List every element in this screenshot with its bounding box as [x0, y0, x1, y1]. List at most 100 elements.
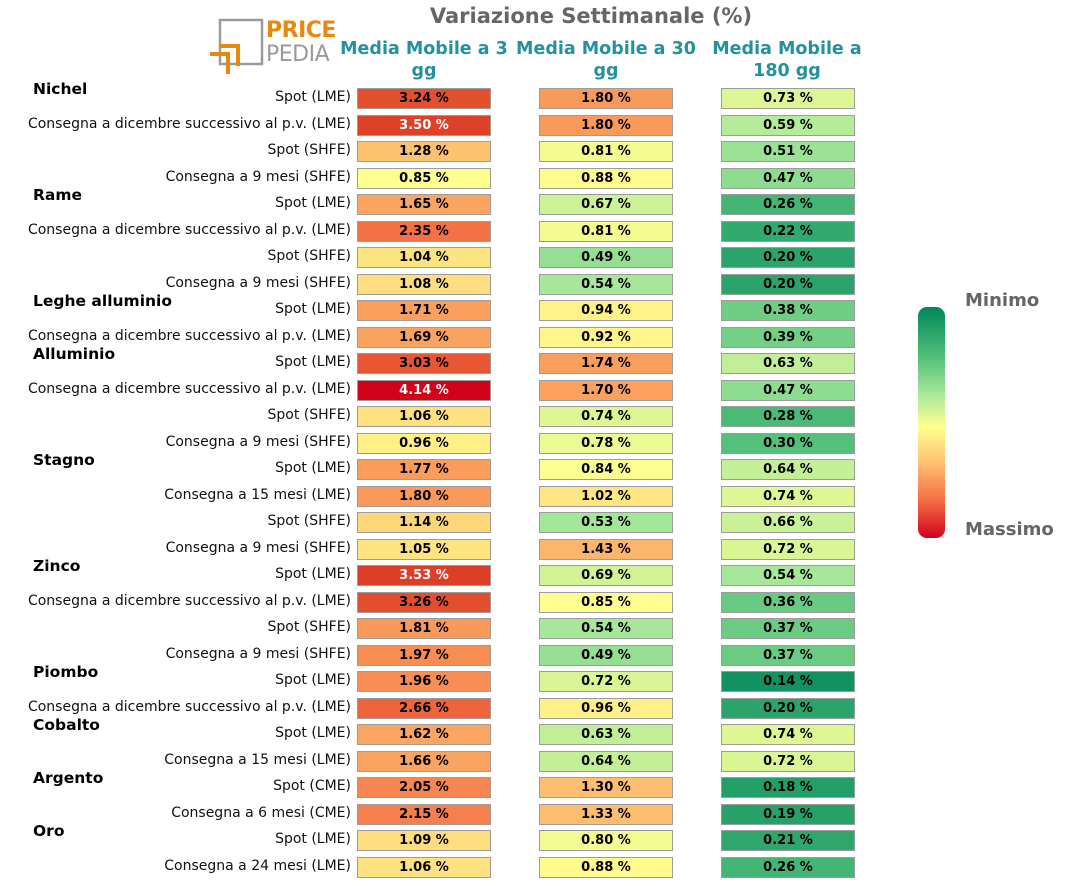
heatmap-cell: 2.15 %: [357, 803, 491, 825]
heatmap-cell: 0.74 %: [721, 724, 855, 745]
heatmap-cell: 4.14 %: [357, 379, 491, 401]
heatmap-cell: 0.21 %: [721, 830, 855, 851]
heatmap-cell: 1.74 %: [539, 353, 673, 374]
heatmap-cell: 0.72 %: [721, 750, 855, 772]
heatmap-cell: 0.73 %: [721, 88, 855, 109]
group-label: Zinco: [33, 557, 81, 575]
column-header-180gg: Media Mobile a 180 gg: [712, 39, 862, 81]
heatmap-cell: 1.09 %: [357, 830, 491, 851]
heatmap-cell: 0.74 %: [539, 406, 673, 427]
group-label: Leghe alluminio: [33, 292, 173, 310]
row-label: Consegna a dicembre successivo al p.v. (…: [27, 380, 351, 397]
heatmap-cell: 0.26 %: [721, 856, 855, 878]
heatmap-cell: 1.77 %: [357, 459, 491, 480]
heatmap-cell: 1.06 %: [357, 406, 491, 427]
row-label: Consegna a 6 mesi (CME): [171, 804, 351, 821]
heatmap-cell: 0.64 %: [539, 750, 673, 772]
heatmap-cell: 0.64 %: [721, 459, 855, 480]
row-label: Consegna a 9 mesi (SHFE): [165, 539, 351, 556]
heatmap-cell: 1.96 %: [357, 671, 491, 692]
heatmap-cell: 1.08 %: [357, 273, 491, 295]
heatmap-cell: 0.14 %: [721, 671, 855, 692]
heatmap-cell: 0.85 %: [539, 591, 673, 613]
heatmap-cell: 0.19 %: [721, 803, 855, 825]
heatmap-cell: 1.65 %: [357, 194, 491, 215]
row-label: Spot (LME): [275, 725, 351, 741]
row-label: Spot (LME): [275, 460, 351, 476]
heatmap-cell: 0.74 %: [721, 485, 855, 507]
heatmap-cell: 0.49 %: [539, 247, 673, 268]
heatmap-cell: 1.80 %: [539, 88, 673, 109]
heatmap-cell: 1.43 %: [539, 538, 673, 560]
row-label: Spot (SHFE): [267, 142, 351, 158]
heatmap-cell: 1.30 %: [539, 777, 673, 798]
heatmap-cell: 0.36 %: [721, 591, 855, 613]
logo-text-pedia: PEDIA: [266, 42, 330, 67]
heatmap-cell: 1.04 %: [357, 247, 491, 268]
group-label: Rame: [33, 186, 83, 204]
row-label: Consegna a dicembre successivo al p.v. (…: [27, 698, 351, 715]
heatmap-cell: 3.03 %: [357, 353, 491, 374]
heatmap-cell: 2.35 %: [357, 220, 491, 242]
row-label: Spot (LME): [275, 195, 351, 211]
row-label: Spot (LME): [275, 566, 351, 582]
heatmap-cell: 3.50 %: [357, 114, 491, 136]
heatmap-cell: 3.26 %: [357, 591, 491, 613]
heatmap-cell: 0.72 %: [721, 538, 855, 560]
heatmap-cell: 0.30 %: [721, 432, 855, 454]
row-label: Consegna a dicembre successivo al p.v. (…: [27, 327, 351, 344]
group-label: Argento: [33, 769, 104, 787]
heatmap-cell: 0.49 %: [539, 644, 673, 666]
heatmap-cell: 1.69 %: [357, 326, 491, 348]
heatmap-cell: 0.85 %: [357, 167, 491, 189]
column-header-3gg: Media Mobile a 3 gg: [340, 39, 508, 81]
row-label: Spot (LME): [275, 354, 351, 370]
heatmap-cell: 0.28 %: [721, 406, 855, 427]
row-label: Spot (LME): [275, 301, 351, 317]
heatmap-cell: 3.24 %: [357, 88, 491, 109]
row-label: Consegna a 24 mesi (LME): [164, 857, 351, 874]
row-label: Spot (SHFE): [267, 407, 351, 423]
heatmap-cell: 0.84 %: [539, 459, 673, 480]
row-label: Consegna a 9 mesi (SHFE): [165, 168, 351, 185]
heatmap-cell: 0.66 %: [721, 512, 855, 533]
heatmap-cell: 0.78 %: [539, 432, 673, 454]
heatmap-cell: 0.92 %: [539, 326, 673, 348]
row-label: Spot (LME): [275, 672, 351, 688]
heatmap-cell: 3.53 %: [357, 565, 491, 586]
heatmap-cell: 0.47 %: [721, 167, 855, 189]
heatmap-cell: 0.37 %: [721, 618, 855, 639]
row-label: Spot (SHFE): [267, 248, 351, 264]
group-label: Piombo: [33, 663, 99, 681]
heatmap-cell: 0.67 %: [539, 194, 673, 215]
heatmap-cell: 1.71 %: [357, 300, 491, 321]
heatmap-cell: 1.62 %: [357, 724, 491, 745]
heatmap-cell: 0.88 %: [539, 856, 673, 878]
row-label: Consegna a 9 mesi (SHFE): [165, 274, 351, 291]
heatmap-cell: 0.18 %: [721, 777, 855, 798]
logo-text-price: PRICE: [266, 18, 336, 43]
row-label: Consegna a dicembre successivo al p.v. (…: [27, 221, 351, 238]
row-label: Spot (CME): [273, 778, 351, 794]
heatmap-cell: 0.96 %: [539, 697, 673, 719]
heatmap-cell: 1.02 %: [539, 485, 673, 507]
heatmap-cell: 1.66 %: [357, 750, 491, 772]
row-label: Consegna a 15 mesi (LME): [164, 486, 351, 503]
group-label: Nichel: [33, 80, 88, 98]
heatmap-cell: 0.47 %: [721, 379, 855, 401]
group-label: Cobalto: [33, 716, 100, 734]
heatmap-cell: 0.88 %: [539, 167, 673, 189]
row-label: Spot (SHFE): [267, 513, 351, 529]
heatmap-cell: 1.06 %: [357, 856, 491, 878]
heatmap-cell: 0.81 %: [539, 141, 673, 162]
heatmap-cell: 0.20 %: [721, 273, 855, 295]
heatmap-cell: 0.96 %: [357, 432, 491, 454]
group-label: Stagno: [33, 451, 95, 469]
heatmap-cell: 0.63 %: [539, 724, 673, 745]
pricepedia-logo: PRICE PEDIA: [206, 16, 336, 78]
row-label: Consegna a dicembre successivo al p.v. (…: [27, 115, 351, 132]
heatmap-cell: 0.72 %: [539, 671, 673, 692]
heatmap-cell: 0.39 %: [721, 326, 855, 348]
heatmap-cell: 2.66 %: [357, 697, 491, 719]
heatmap-cell: 0.53 %: [539, 512, 673, 533]
